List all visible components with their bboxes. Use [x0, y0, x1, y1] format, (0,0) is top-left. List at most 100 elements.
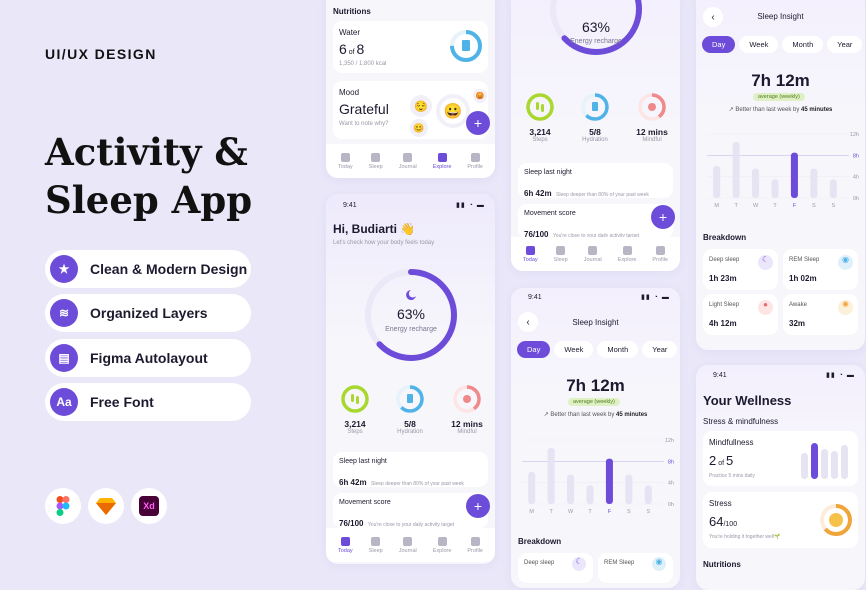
phone-home-scrolled: 63% Energy recharge 3,214 Steps 5/8 Hydrat…	[511, 0, 680, 271]
nav-sleep[interactable]: Sleep	[369, 152, 383, 170]
nav-explore[interactable]: Explore	[618, 245, 636, 263]
sleep-bar	[829, 179, 837, 198]
phone-sleep-insight: 9:41 ▮▮ ◔ ▬ ‹ Sleep Insight Day Week Mon…	[511, 288, 680, 588]
sleep-value: 7h 12m	[751, 71, 810, 90]
brain-icon	[463, 395, 471, 403]
emoji-option[interactable]: 😡	[473, 89, 487, 103]
nav-journal[interactable]: Journal	[399, 536, 417, 554]
tab-year[interactable]: Year	[827, 36, 863, 53]
sleep-value: 7h 12m	[566, 376, 625, 395]
nav-today[interactable]: Today	[338, 152, 353, 170]
add-button[interactable]: +	[466, 494, 490, 518]
sleep-bar	[771, 179, 779, 198]
add-button[interactable]: +	[466, 111, 490, 135]
x-tick-label: S	[831, 203, 835, 209]
nav-sleep[interactable]: Sleep	[369, 536, 383, 554]
moon-icon	[371, 536, 381, 546]
stat-mindful[interactable]: 12 mins Mindful	[444, 384, 490, 435]
deep-sleep-card[interactable]: Deep sleep 1h 23m ☾	[703, 249, 778, 290]
eye-icon: ◉	[838, 255, 853, 270]
hero-title: Activity & Sleep App	[45, 130, 253, 222]
stress-card[interactable]: Stress 64/100 You're holding it together…	[703, 492, 858, 548]
mindfulness-card[interactable]: Mindfullness 2 of 5 Practice 5 mins dail…	[703, 431, 858, 486]
brand-label: UI/UX DESIGN	[45, 46, 157, 62]
water-ring	[450, 30, 482, 62]
nav-sleep[interactable]: Sleep	[554, 245, 568, 263]
sleep-bar	[644, 485, 652, 504]
journal-icon	[403, 536, 413, 546]
greeting-sub: Let's check how your body feels today	[333, 240, 435, 246]
emoji-option[interactable]: 😌	[410, 95, 432, 117]
sleep-last-night-card[interactable]: Sleep last night 6h 42m Sleep deeper than…	[518, 163, 673, 198]
mind-bar	[831, 451, 838, 479]
x-tick-label: M	[714, 203, 719, 209]
tab-week[interactable]: Week	[554, 341, 594, 358]
back-icon[interactable]: ‹	[518, 312, 538, 332]
nav-explore[interactable]: Explore	[433, 536, 451, 554]
nav-profile[interactable]: Profile	[467, 536, 483, 554]
nav-today[interactable]: Today	[523, 245, 538, 263]
stat-hydration[interactable]: 5/8 Hydration	[574, 92, 616, 143]
breakdown-title: Breakdown	[703, 233, 747, 242]
compass-icon	[437, 536, 447, 546]
mood-card[interactable]: Mood Grateful Want to note why? 😌 😀 😊 😡	[333, 81, 488, 139]
tab-week[interactable]: Week	[739, 36, 779, 53]
tab-month[interactable]: Month	[782, 36, 824, 53]
feature-organized-layers: ≋ Organized Layers	[45, 294, 251, 332]
movement-score-card[interactable]: Movement score 76/100 You're close to you…	[518, 204, 673, 239]
tab-month[interactable]: Month	[597, 341, 639, 358]
deep-sleep-card[interactable]: Deep sleep ☾	[518, 553, 593, 583]
nav-profile[interactable]: Profile	[652, 245, 668, 263]
footsteps-icon	[351, 394, 354, 402]
awake-card[interactable]: Awake 32m ✺	[783, 294, 858, 335]
nav-profile[interactable]: Profile	[467, 152, 483, 170]
compass-icon	[437, 152, 447, 162]
feature-figma-autolayout: ▤ Figma Autolayout	[45, 339, 251, 377]
x-tick-label: T	[588, 509, 592, 515]
sleep-bar-chart: 12h 8h 4h 0h M T W T F S S	[707, 132, 859, 209]
x-tick-label: T	[773, 203, 777, 209]
stat-steps[interactable]: 3,214 Steps	[334, 384, 376, 435]
status-icons: ▮▮ ◔ ▬	[456, 202, 485, 209]
screen-title: Sleep Insight	[757, 12, 804, 21]
phone-sleep-insight-full: ‹ Sleep Insight Day Week Month Year 7h 1…	[696, 0, 865, 350]
y-tick-label: 12h	[665, 438, 674, 444]
add-button[interactable]: +	[651, 205, 675, 229]
movement-score-card[interactable]: Movement score 76/100 You're close to yo…	[333, 493, 488, 528]
x-tick-label: S	[646, 509, 650, 515]
emoji-selected[interactable]: 😀	[440, 98, 466, 124]
nav-journal[interactable]: Journal	[584, 245, 602, 263]
water-card[interactable]: Water 6 of 8 1,350 / 1,800 kcal	[333, 21, 488, 73]
rem-sleep-card[interactable]: REM Sleep ◉	[598, 553, 673, 583]
y-tick-label: 8h	[853, 153, 859, 159]
xd-icon: Xd	[131, 488, 167, 524]
home-icon	[340, 152, 350, 162]
back-icon[interactable]: ‹	[703, 7, 723, 27]
sleep-bar	[810, 168, 818, 198]
y-tick-label: 4h	[853, 175, 859, 181]
sleep-last-night-card[interactable]: Sleep last night 6h 42m Sleep deeper tha…	[333, 452, 488, 487]
tab-day[interactable]: Day	[517, 341, 551, 358]
period-tabs: Day Week Month Year	[702, 36, 863, 53]
stat-mindful[interactable]: 12 mins Mindful	[629, 92, 675, 143]
x-tick-label: M	[529, 509, 534, 515]
profile-icon	[655, 245, 665, 255]
nav-journal[interactable]: Journal	[399, 152, 417, 170]
sleep-bar	[605, 458, 613, 504]
tab-day[interactable]: Day	[702, 36, 736, 53]
stat-hydration[interactable]: 5/8 Hydration	[389, 384, 431, 435]
emoji-option[interactable]: 😊	[410, 119, 428, 137]
stat-steps[interactable]: 3,214 Steps	[519, 92, 561, 143]
nav-today[interactable]: Today	[338, 536, 353, 554]
sleep-chart: 12h 8h 4h 0h M T W T F S S	[518, 434, 676, 519]
average-badge: average (weekly)	[753, 93, 805, 101]
rem-sleep-card[interactable]: REM Sleep 1h 02m ◉	[783, 249, 858, 290]
bottom-nav: Today Sleep Journal Explore Profile	[326, 144, 495, 178]
tab-year[interactable]: Year	[642, 341, 678, 358]
phone-wellness: 9:41 ▮▮ ◔ ▬ Your Wellness Stress & mindf…	[696, 365, 865, 590]
nav-explore[interactable]: Explore	[433, 152, 451, 170]
section-title: Nutritions	[703, 560, 741, 569]
x-tick-label: T	[734, 203, 738, 209]
greeting: Hi, Budiarti 👋	[333, 222, 416, 236]
light-sleep-card[interactable]: Light Sleep 4h 12m ●	[703, 294, 778, 335]
